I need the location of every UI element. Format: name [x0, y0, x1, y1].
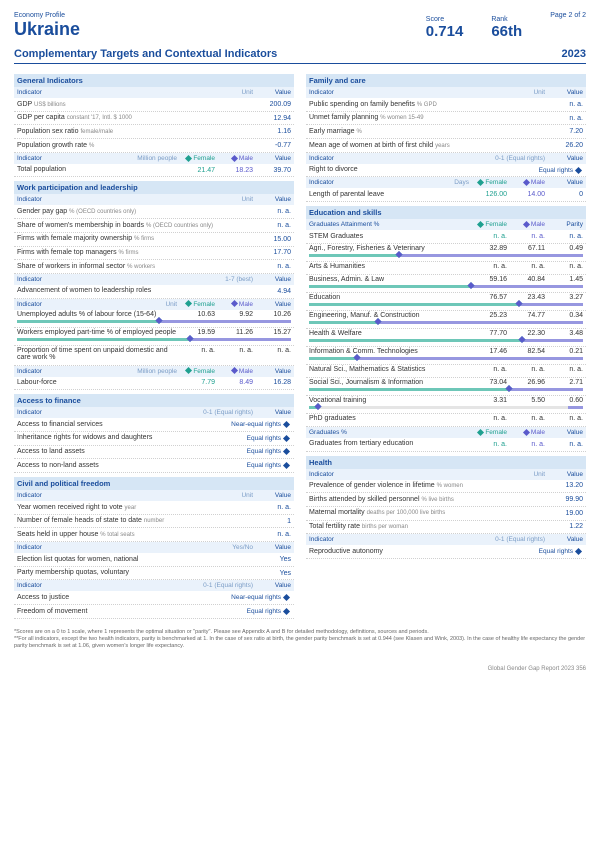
page-footer: Global Gender Gap Report 2023 356: [14, 666, 586, 672]
table-row: Number of female heads of state to date …: [14, 515, 294, 529]
table-row: GDP per capita constant '17, Intl. $ 100…: [14, 112, 294, 126]
table-row: Party membership quotas, voluntary Yes: [14, 567, 294, 581]
table-row: Agri., Forestry, Fisheries & Veterinary3…: [306, 244, 586, 262]
table-row: Natural Sci., Mathematics & Statisticsn.…: [306, 365, 586, 378]
labour-force-row: Labour-force7.798.4916.28: [14, 377, 294, 391]
right-column: Family and care IndicatorUnitValue Publi…: [306, 70, 586, 619]
table-row: Access to non-land assetsEqual rights: [14, 459, 294, 473]
section-finance: Access to finance: [14, 394, 294, 407]
table-row: Information & Comm. Technologies17.4682.…: [306, 347, 586, 365]
table-row: Gender pay gap % (OECD countries only)n.…: [14, 205, 294, 219]
table-row: Prevalence of gender violence in lifetim…: [306, 480, 586, 494]
profile-label: Economy Profile: [14, 12, 398, 19]
table-row: Inheritance rights for widows and daught…: [14, 432, 294, 446]
table-row: GDP US$ billions200.09: [14, 98, 294, 112]
table-row: Election list quotas for women, national…: [14, 553, 294, 567]
table-row: Workers employed part-time % of employed…: [14, 328, 294, 346]
table-row: Health & Welfare77.7022.303.48: [306, 329, 586, 347]
table-row: Education76.5723.433.27: [306, 293, 586, 311]
rank-label: Rank: [491, 16, 522, 23]
table-row: Access to justiceNear-equal rights: [14, 591, 294, 605]
title-row: Complementary Targets and Contextual Ind…: [14, 48, 586, 64]
table-row: Maternal mortality deaths per 100,000 li…: [306, 507, 586, 521]
table-row: Firms with female top managers % firms17…: [14, 247, 294, 261]
table-row: Social Sci., Journalism & Information73.…: [306, 378, 586, 396]
table-row: Business, Admin. & Law59.1640.841.45: [306, 275, 586, 293]
table-row: Total fertility rate births per woman1.2…: [306, 521, 586, 535]
year: 2023: [562, 48, 586, 60]
section-work: Work participation and leadership: [14, 181, 294, 194]
table-row: Firms with female majority ownership % f…: [14, 233, 294, 247]
total-population-row: Total population21.4718.2339.70: [14, 164, 294, 178]
section-civil: Civil and political freedom: [14, 477, 294, 490]
table-row: Early marriage %7.20: [306, 125, 586, 139]
score-value: 0.714: [426, 23, 464, 40]
table-row: Access to land assetsEqual rights: [14, 446, 294, 460]
table-row: Unemployed adults % of labour force (15-…: [14, 310, 294, 328]
table-row: Vocational training3.315.500.60: [306, 396, 586, 414]
page-title: Complementary Targets and Contextual Ind…: [14, 48, 277, 60]
table-row: Population growth rate %-0.77: [14, 139, 294, 153]
table-row: Arts & Humanitiesn. a.n. a.n. a.: [306, 262, 586, 275]
advancement-row: Advancement of women to leadership roles…: [14, 285, 294, 299]
table-row: Mean age of women at birth of first chil…: [306, 139, 586, 153]
table-row: Public spending on family benefits % GPD…: [306, 98, 586, 112]
table-row: Freedom of movementEqual rights: [14, 605, 294, 619]
footnotes: *Scores are on a 0 to 1 scale, where 1 r…: [14, 629, 586, 650]
table-row: PhD graduatesn. a.n. a.n. a.: [306, 414, 586, 427]
section-education: Education and skills: [306, 206, 586, 219]
section-general: General Indicators: [14, 74, 294, 87]
table-row: Share of women's membership in boards % …: [14, 219, 294, 233]
table-row: Access to financial servicesNear-equal r…: [14, 418, 294, 432]
stem-row: STEM Graduatesn. a.n. a.n. a.: [306, 230, 586, 244]
divorce-row: Right to divorceEqual rights: [306, 164, 586, 178]
table-row: Proportion of time spent on unpaid domes…: [14, 346, 294, 366]
table-row: Seats held in upper house % total seatsn…: [14, 528, 294, 542]
table-row: Births attended by skilled personnel % l…: [306, 493, 586, 507]
section-health: Health: [306, 456, 586, 469]
table-row: Share of workers in informal sector % wo…: [14, 260, 294, 274]
table-row: Unmet family planning % women 15-49n. a.: [306, 112, 586, 126]
table-row: Population sex ratio female/male1.16: [14, 125, 294, 139]
page-header: Economy Profile Ukraine Score 0.714 Rank…: [14, 12, 586, 40]
parental-leave-row: Length of parental leave126.0014.000: [306, 188, 586, 202]
section-family: Family and care: [306, 74, 586, 87]
page-number: Page 2 of 2: [550, 12, 586, 19]
left-column: General Indicators IndicatorUnitValue GD…: [14, 70, 294, 619]
table-row: Engineering, Manuf. & Construction25.237…: [306, 311, 586, 329]
score-label: Score: [426, 16, 464, 23]
tertiary-row: Graduates from tertiary educationn. a.n.…: [306, 438, 586, 452]
country-name: Ukraine: [14, 19, 398, 40]
repro-row: Reproductive autonomyEqual rights: [306, 545, 586, 559]
rank-value: 66th: [491, 23, 522, 40]
table-row: Year women received right to vote yearn.…: [14, 501, 294, 515]
